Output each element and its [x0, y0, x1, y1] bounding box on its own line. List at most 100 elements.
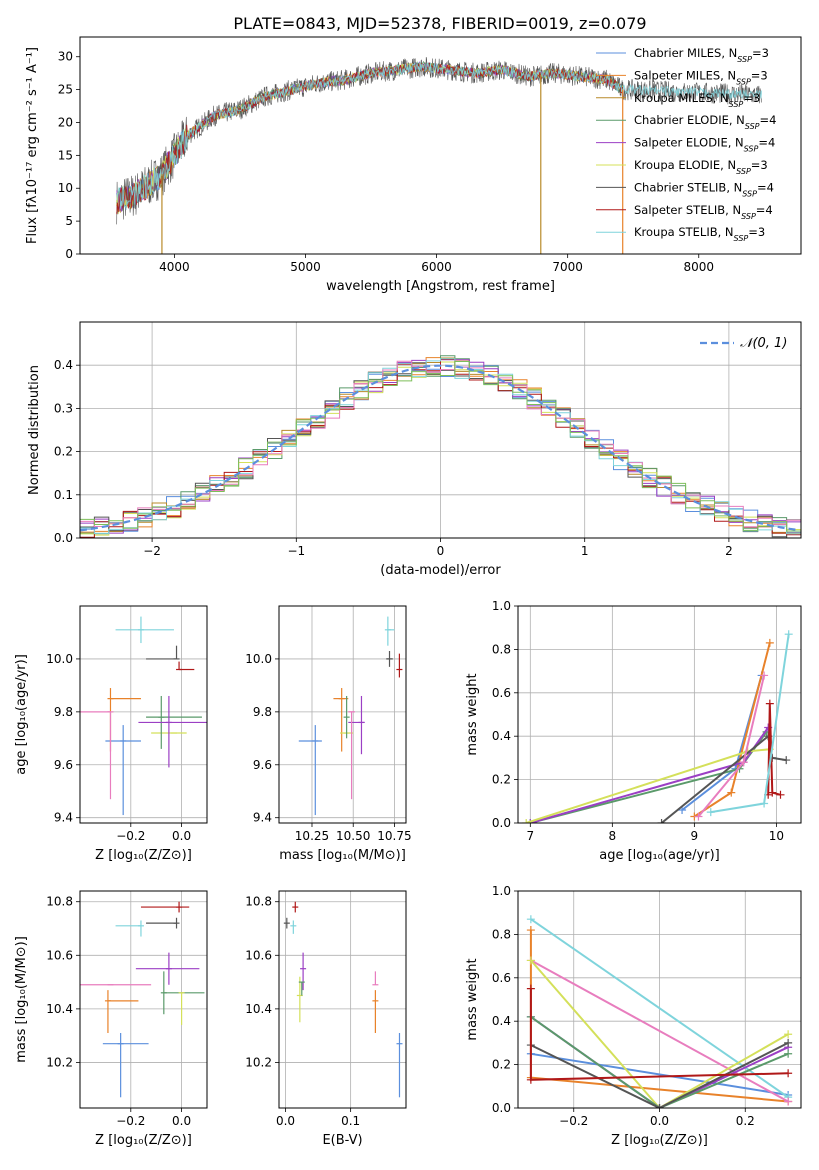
plot-area — [283, 901, 403, 1098]
y-tick-label: 0.2 — [54, 445, 73, 459]
x-tick-label: 10 — [769, 829, 784, 843]
series-marker — [784, 1049, 793, 1058]
x-tick-label: 9 — [691, 829, 699, 843]
series-line — [530, 959, 789, 1108]
series-marker — [526, 1075, 535, 1084]
series-marker — [694, 812, 703, 821]
x-tick-label: 1 — [581, 544, 589, 558]
y-tick-label: 9.6 — [253, 758, 272, 772]
y-axis-label: Normed distribution — [27, 365, 42, 495]
spectrum-model-line — [116, 62, 623, 215]
y-tick-label: 15 — [58, 148, 73, 162]
plot-area — [80, 901, 205, 1098]
series-line — [530, 1052, 789, 1096]
series-marker — [526, 915, 535, 924]
x-tick-label: 4000 — [159, 260, 190, 274]
axes-frame — [79, 36, 802, 255]
series-marker — [765, 638, 774, 647]
x-tick-label: 10.75 — [377, 829, 411, 843]
x-tick-label: 8000 — [683, 260, 714, 274]
x-tick-label: 0.0 — [276, 1114, 295, 1128]
plot-area — [116, 57, 763, 254]
y-tick-label: 10.4 — [245, 1002, 272, 1016]
gaussian-curve — [80, 364, 799, 532]
series-marker — [655, 1104, 664, 1108]
panel-weight_vs_Z: −0.2 0.0 0.2 0.0 0.2 0.4 0.6 0.8 1.0 Z [log₁₀(Z/Z… — [465, 884, 802, 1148]
legend-label: Chabrier ELODIE, NSSP=4 — [634, 113, 776, 131]
y-tick-label: 0.4 — [492, 729, 511, 743]
x-axis-label: (data-model)/error — [380, 563, 501, 578]
y-tick-label: 0.0 — [492, 1101, 511, 1115]
series-line — [767, 703, 781, 796]
y-tick-label: 0.6 — [492, 686, 511, 700]
spectrum-model-line — [116, 62, 623, 214]
axes-frame — [517, 890, 802, 1109]
y-tick-label: 0.8 — [492, 642, 511, 656]
y-tick-label: 10.0 — [46, 652, 73, 666]
series-marker — [727, 788, 736, 797]
x-axis-label: Z [log₁₀(Z/Z⊙)] — [611, 1133, 708, 1148]
figure-title: PLATE=0843, MJD=52378, FIBERID=0019, z=0… — [233, 14, 646, 33]
series-marker — [760, 799, 769, 808]
y-tick-label: 20 — [58, 115, 73, 129]
panel-age_vs_mass: 10.25 10.50 10.75 9.4 9.6 9.8 10.0 mass [log₁₀(… — [245, 605, 412, 863]
x-tick-label: −0.2 — [559, 1114, 588, 1128]
y-tick-label: 0.0 — [54, 531, 73, 545]
plot-area — [526, 915, 793, 1108]
panel-mass_vs_Z: −0.2 0.0 10.2 10.4 10.6 10.8 Z [log₁₀(Z/Z⊙)] ma… — [14, 890, 208, 1148]
x-tick-label: 0.0 — [172, 1114, 191, 1128]
series-marker — [784, 1097, 793, 1106]
y-tick-label: 0.0 — [492, 816, 511, 830]
x-tick-label: 0.2 — [736, 1114, 755, 1128]
series-line — [530, 1042, 789, 1108]
y-tick-label: 0.2 — [492, 773, 511, 787]
y-tick-label: 0.6 — [492, 971, 511, 985]
x-tick-label: 10.50 — [336, 829, 370, 843]
series-marker — [768, 788, 777, 797]
series-marker — [784, 1038, 793, 1047]
x-tick-label: 0.0 — [172, 829, 191, 843]
x-tick-label: 5000 — [290, 260, 321, 274]
spectrum-model-line — [116, 63, 623, 213]
legend-label: Salpeter MILES, NSSP=3 — [634, 68, 768, 86]
y-tick-label: 9.8 — [54, 705, 73, 719]
axes-frame — [517, 605, 802, 824]
spectrum-model-line — [116, 62, 623, 214]
series-marker — [784, 630, 793, 639]
series-marker — [760, 671, 769, 680]
x-axis-label: mass [log₁₀(M/M⊙)] — [279, 848, 406, 863]
y-tick-label: 9.6 — [54, 758, 73, 772]
series-marker — [526, 819, 535, 823]
plot-area — [522, 630, 793, 823]
y-tick-label: 10.2 — [245, 1055, 272, 1069]
series-line — [530, 959, 789, 1103]
series-marker — [784, 1030, 793, 1039]
spectrum-model-line — [116, 60, 623, 212]
panel-weight_vs_age: 7 8 9 10 0.0 0.2 0.4 0.6 0.8 1.0 age [log₁₀(age/yr… — [465, 599, 802, 863]
y-tick-label: 0.4 — [54, 358, 73, 372]
series-line — [530, 1016, 789, 1108]
series-marker — [657, 819, 666, 823]
y-tick-label: 10.6 — [46, 948, 73, 962]
spectrum-model-line — [116, 62, 763, 210]
plot-area — [80, 355, 801, 538]
y-axis-label: Flux [fλ10⁻¹⁷ erg cm⁻² s⁻¹ A⁻¹] — [25, 47, 40, 244]
x-tick-label: 7 — [526, 829, 534, 843]
y-tick-label: 10.0 — [245, 652, 272, 666]
legend-label: 𝒩(0, 1) — [740, 336, 787, 351]
spectrum-data-line — [116, 57, 762, 225]
plot-area — [80, 616, 207, 816]
x-tick-label: 0 — [437, 544, 445, 558]
x-tick-label: −0.2 — [116, 1114, 145, 1128]
spectrum-model-line — [116, 60, 623, 212]
series-line — [693, 642, 771, 818]
series-marker — [706, 808, 715, 817]
x-axis-label: Z [log₁₀(Z/Z⊙)] — [95, 848, 192, 863]
y-axis-label: mass [log₁₀(M/M⊙)] — [14, 936, 29, 1063]
panel-spectrum: 4000 5000 6000 7000 8000 0 5 10 15 20 25 30 waveleng… — [25, 36, 802, 294]
panel-residuals: −2 −1 0 1 2 0.0 0.1 0.2 0.3 0.4 (data-model)/error… — [27, 321, 802, 578]
spectrum-model-line — [116, 61, 623, 212]
panel-age_vs_Z: −0.2 0.0 9.4 9.6 9.8 10.0 Z [log₁₀(Z/Z⊙)] age [… — [14, 605, 208, 863]
x-tick-label: 8 — [609, 829, 617, 843]
